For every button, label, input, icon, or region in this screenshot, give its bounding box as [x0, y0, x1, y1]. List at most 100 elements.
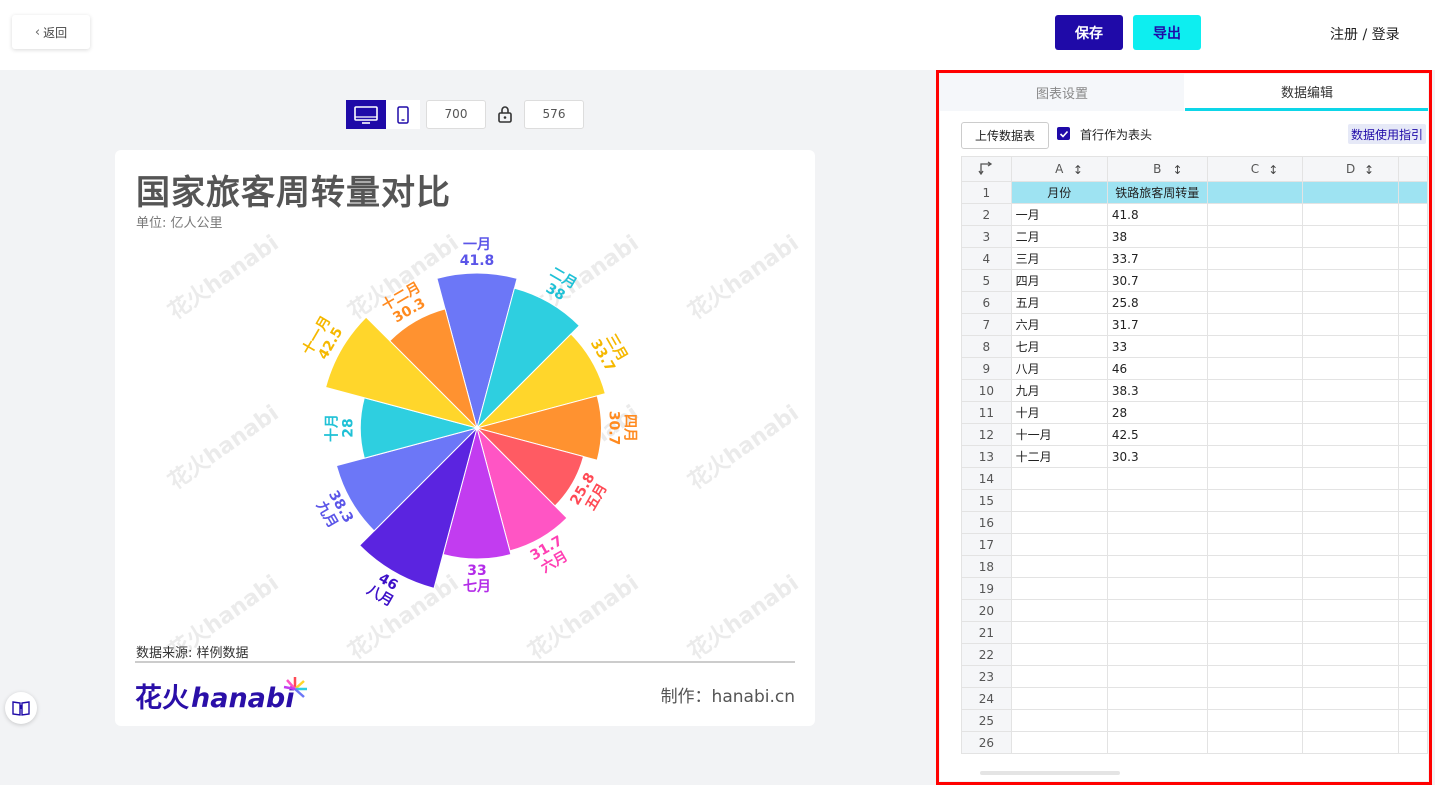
sheet-cell[interactable] [1010, 709, 1108, 732]
sheet-corner[interactable] [961, 156, 1012, 182]
upload-data-button[interactable]: 上传数据表 [961, 122, 1049, 149]
export-button[interactable]: 导出 [1133, 15, 1201, 50]
sheet-cell[interactable] [1302, 533, 1400, 556]
back-button[interactable]: ‹ 返回 [12, 15, 90, 49]
sort-icon[interactable]: ↕ [1364, 163, 1375, 177]
sheet-cell[interactable] [1398, 291, 1428, 314]
sheet-cell[interactable]: 38 [1106, 225, 1208, 248]
sheet-cell[interactable] [1302, 489, 1400, 512]
sheet-cell[interactable]: 一月 [1010, 203, 1108, 226]
sheet-cell[interactable] [1010, 511, 1108, 534]
canvas-width-input[interactable] [426, 100, 486, 129]
sheet-cell[interactable] [1302, 313, 1400, 336]
sheet-cell[interactable] [1302, 687, 1400, 710]
row-number[interactable]: 14 [961, 467, 1012, 490]
sheet-cell[interactable] [1206, 291, 1304, 314]
rose-slice-9[interactable] [335, 427, 479, 532]
column-header[interactable]: C ↕ [1206, 156, 1304, 182]
sheet-cell[interactable] [1106, 687, 1208, 710]
sheet-cell[interactable] [1398, 643, 1428, 666]
row-number[interactable]: 8 [961, 335, 1012, 358]
sheet-cell[interactable] [1398, 467, 1428, 490]
row-number[interactable]: 2 [961, 203, 1012, 226]
rose-slice-11[interactable] [324, 316, 479, 429]
sheet-cell[interactable] [1206, 599, 1304, 622]
row-number[interactable]: 9 [961, 357, 1012, 380]
sheet-cell[interactable] [1398, 269, 1428, 292]
row-number[interactable]: 13 [961, 445, 1012, 468]
sheet-cell[interactable] [1302, 225, 1400, 248]
sheet-cell[interactable] [1302, 643, 1400, 666]
sheet-cell[interactable] [1106, 555, 1208, 578]
sheet-cell[interactable]: 六月 [1010, 313, 1108, 336]
sheet-cell[interactable] [1106, 621, 1208, 644]
sheet-cell[interactable] [1206, 467, 1304, 490]
sheet-cell[interactable] [1302, 445, 1400, 468]
sheet-cell[interactable] [1010, 599, 1108, 622]
sheet-cell[interactable] [1302, 247, 1400, 270]
row-number[interactable]: 3 [961, 225, 1012, 248]
sheet-cell[interactable] [1010, 577, 1108, 600]
sheet-cell[interactable] [1206, 225, 1304, 248]
sheet-cell[interactable] [1206, 401, 1304, 424]
sheet-cell[interactable] [1302, 621, 1400, 644]
tab-data-edit[interactable]: 数据编辑 [1185, 74, 1428, 111]
tab-chart-settings[interactable]: 图表设置 [940, 74, 1184, 111]
sheet-cell[interactable] [1206, 621, 1304, 644]
sheet-cell[interactable] [1206, 665, 1304, 688]
canvas-height-input[interactable] [524, 100, 584, 129]
sheet-cell[interactable] [1302, 577, 1400, 600]
sheet-cell[interactable] [1398, 533, 1428, 556]
sheet-cell[interactable] [1398, 247, 1428, 270]
sheet-cell[interactable] [1398, 203, 1428, 226]
row-number[interactable]: 6 [961, 291, 1012, 314]
sheet-cell[interactable] [1398, 423, 1428, 446]
rose-slice-12[interactable] [389, 308, 478, 430]
sheet-cell[interactable] [1206, 731, 1304, 754]
sheet-cell[interactable] [1206, 313, 1304, 336]
sheet-cell[interactable] [1206, 335, 1304, 358]
sheet-cell[interactable] [1302, 335, 1400, 358]
sheet-cell[interactable] [1010, 687, 1108, 710]
sheet-cell[interactable]: 九月 [1010, 379, 1108, 402]
sheet-cell[interactable]: 31.7 [1106, 313, 1208, 336]
sheet-cell[interactable] [1106, 709, 1208, 732]
sheet-cell[interactable]: 33 [1106, 335, 1208, 358]
lock-icon[interactable] [497, 105, 513, 123]
sheet-cell[interactable] [1206, 379, 1304, 402]
row-number[interactable]: 11 [961, 401, 1012, 424]
sheet-cell[interactable] [1010, 665, 1108, 688]
sheet-cell[interactable] [1206, 511, 1304, 534]
sheet-cell[interactable] [1206, 269, 1304, 292]
sheet-cell[interactable]: 四月 [1010, 269, 1108, 292]
sheet-cell[interactable] [1398, 445, 1428, 468]
sheet-cell[interactable] [1106, 599, 1208, 622]
sheet-cell[interactable] [1398, 489, 1428, 512]
column-header[interactable] [1398, 156, 1428, 182]
sheet-cell[interactable]: 八月 [1010, 357, 1108, 380]
sheet-cell[interactable] [1206, 709, 1304, 732]
sheet-cell[interactable] [1206, 445, 1304, 468]
horizontal-scrollbar[interactable] [980, 771, 1120, 775]
rose-slice-3[interactable] [475, 333, 606, 429]
sheet-cell[interactable] [1302, 731, 1400, 754]
sheet-cell[interactable]: 38.3 [1106, 379, 1208, 402]
sheet-cell[interactable] [1398, 181, 1428, 204]
row-number[interactable]: 26 [961, 731, 1012, 754]
sheet-cell[interactable] [1302, 511, 1400, 534]
save-button[interactable]: 保存 [1055, 15, 1123, 50]
sheet-cell[interactable]: 41.8 [1106, 203, 1208, 226]
sheet-cell[interactable] [1398, 225, 1428, 248]
sheet-cell[interactable] [1206, 643, 1304, 666]
sheet-cell[interactable] [1106, 731, 1208, 754]
sheet-cell[interactable] [1206, 203, 1304, 226]
row-number[interactable]: 22 [961, 643, 1012, 666]
sheet-cell[interactable]: 30.3 [1106, 445, 1208, 468]
sheet-cell[interactable] [1010, 489, 1108, 512]
column-header[interactable]: A ↕ [1010, 156, 1108, 182]
data-guide-button[interactable]: 数据使用指引 [1348, 124, 1426, 144]
sheet-cell[interactable] [1398, 555, 1428, 578]
first-row-header-checkbox[interactable] [1057, 127, 1070, 140]
sheet-cell[interactable]: 十月 [1010, 401, 1108, 424]
sheet-cell[interactable] [1302, 291, 1400, 314]
